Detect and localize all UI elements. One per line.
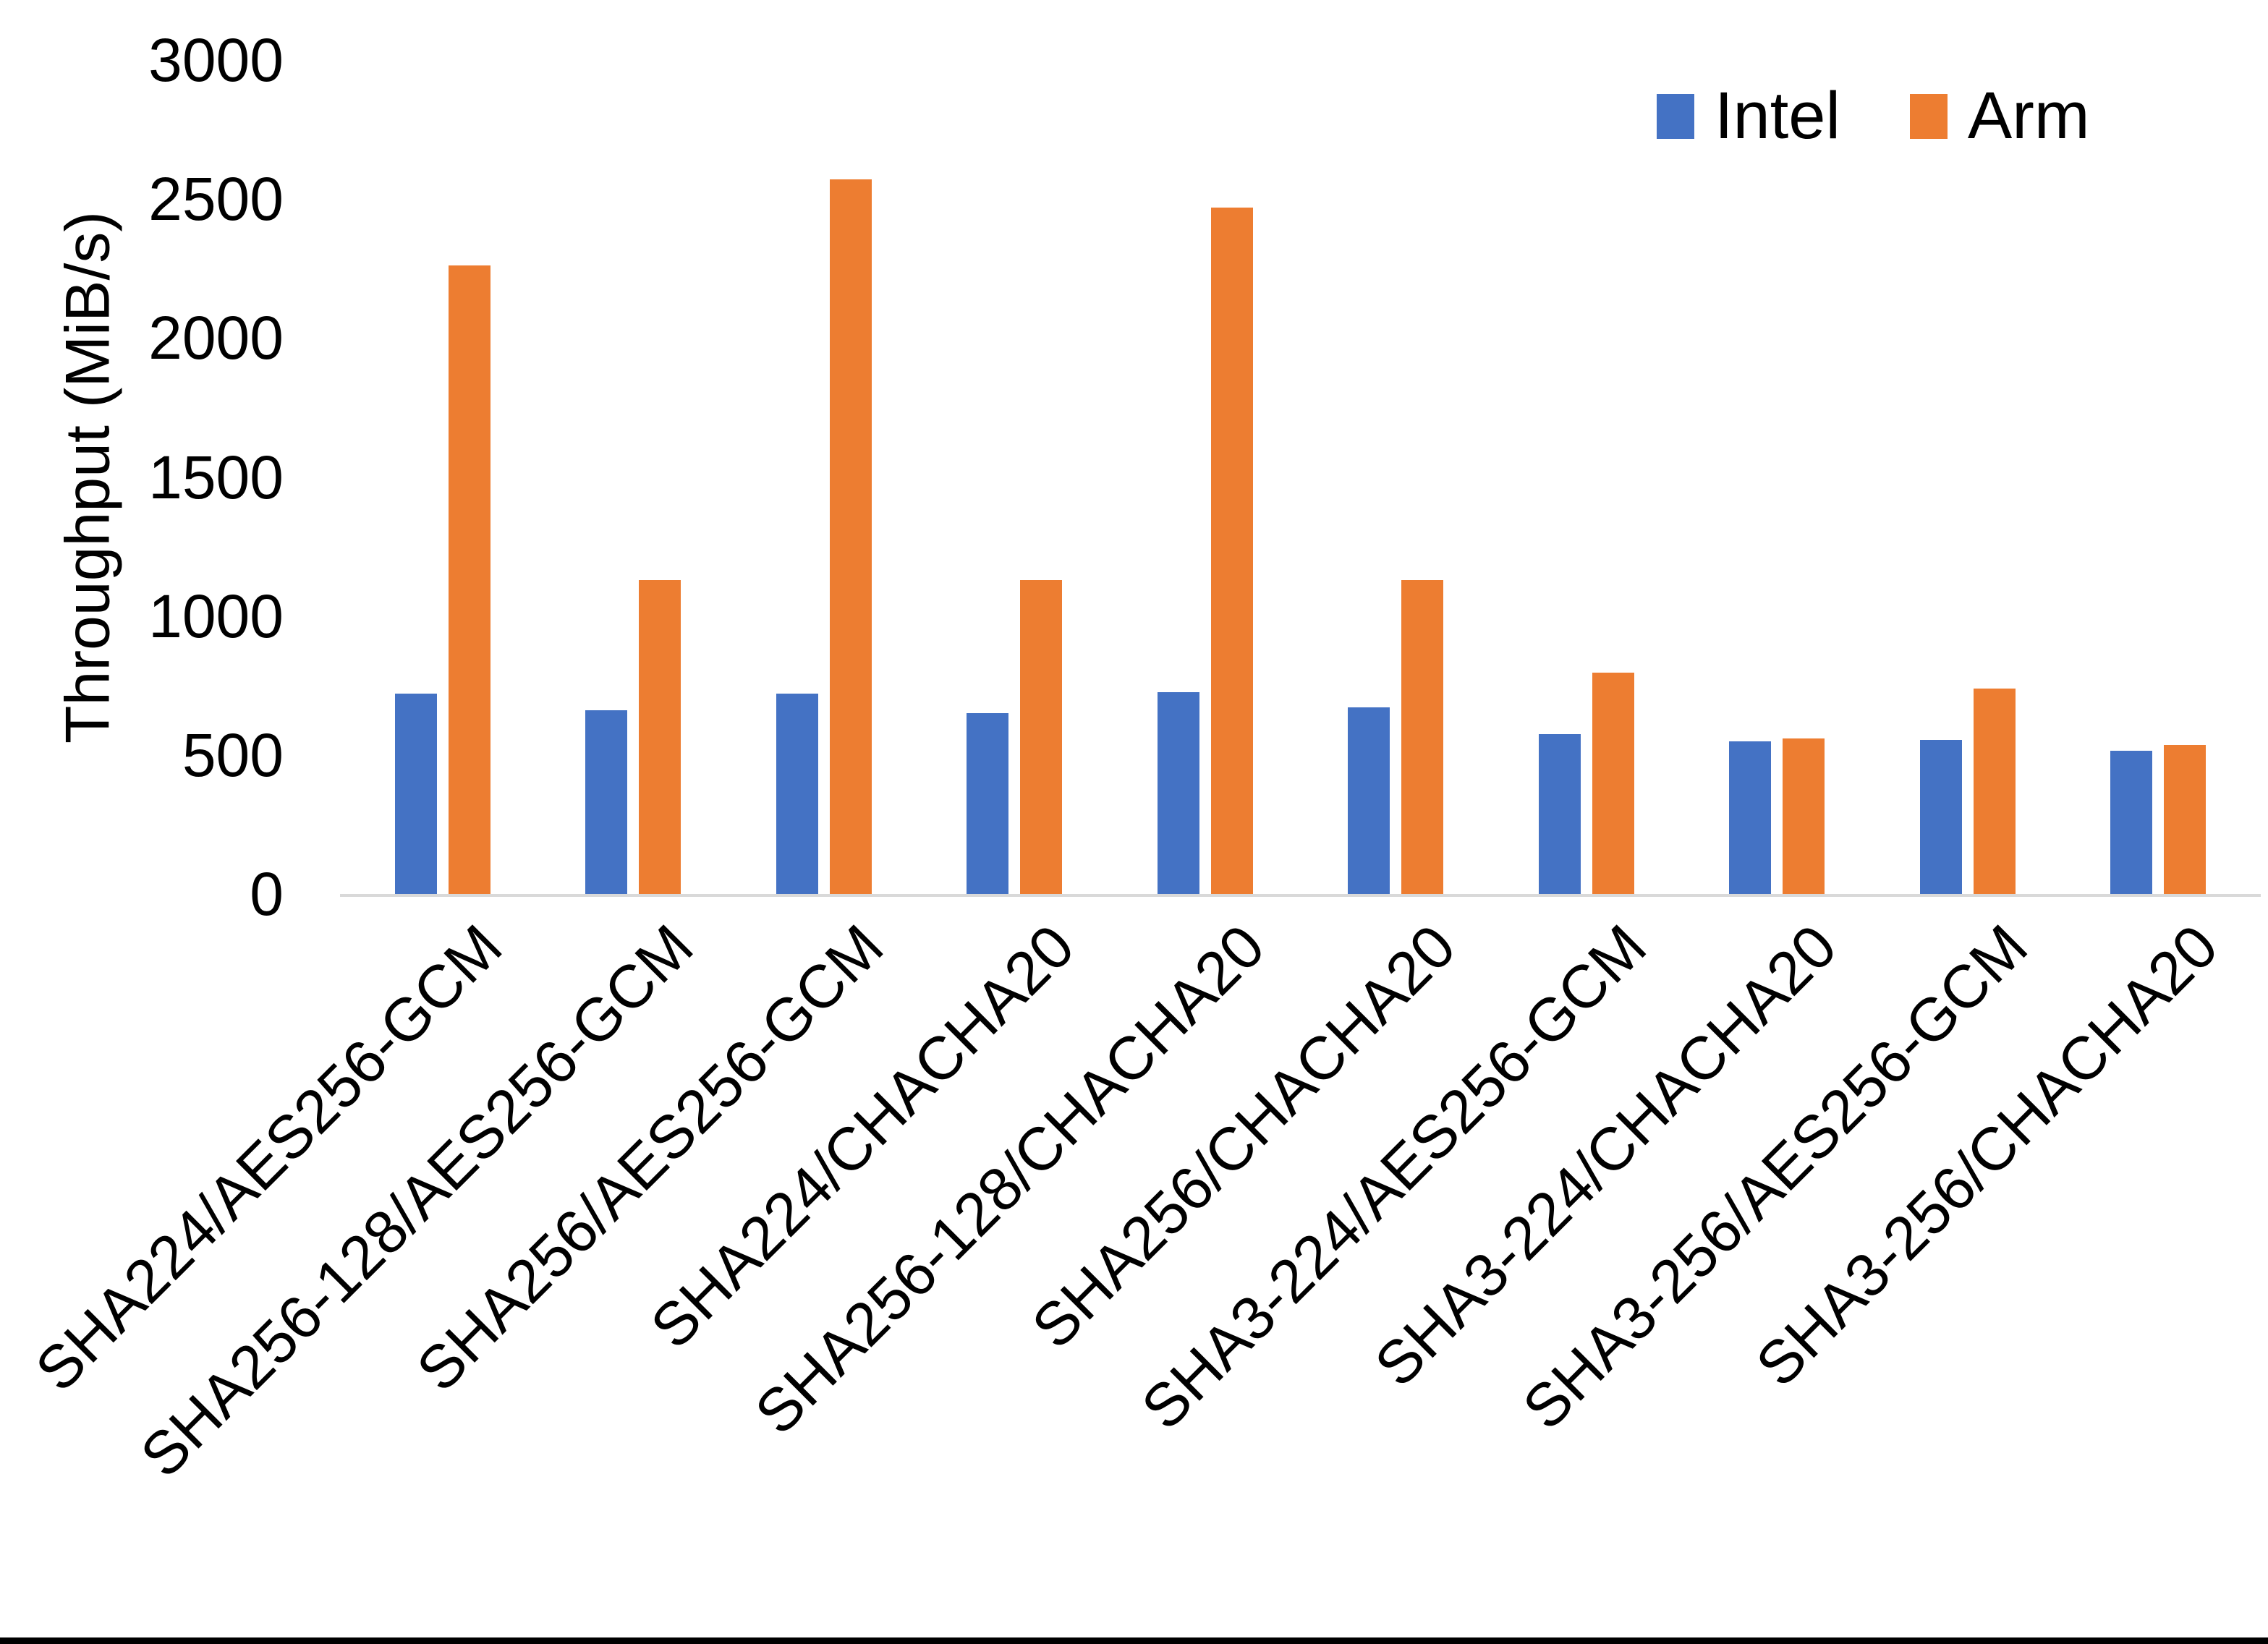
legend-item-intel: Intel xyxy=(1657,78,1840,154)
bottom-border-bar xyxy=(0,1637,2268,1644)
y-tick-label: 2500 xyxy=(148,165,284,234)
bar-intel-3 xyxy=(967,713,1009,894)
y-tick-label: 3000 xyxy=(148,26,284,94)
bar-intel-2 xyxy=(776,694,818,894)
bar-intel-9 xyxy=(2110,751,2153,894)
bar-arm-5 xyxy=(1401,580,1444,894)
legend-item-arm: Arm xyxy=(1909,78,2090,154)
bar-arm-7 xyxy=(1783,738,1825,894)
bar-intel-8 xyxy=(1919,740,1962,894)
bar-arm-6 xyxy=(1592,673,1634,894)
legend-label-arm: Arm xyxy=(1967,79,2090,153)
bar-intel-7 xyxy=(1729,741,1772,894)
bar-arm-9 xyxy=(2164,745,2207,894)
legend-swatch-intel-icon xyxy=(1657,93,1694,139)
bar-arm-4 xyxy=(1210,208,1253,894)
legend-swatch-arm-icon xyxy=(1909,93,1948,139)
bar-arm-0 xyxy=(448,265,490,894)
bar-intel-5 xyxy=(1348,707,1390,894)
bar-arm-8 xyxy=(1973,689,2016,894)
legend: Intel Arm xyxy=(1657,78,2090,154)
bar-intel-0 xyxy=(394,694,437,894)
bar-arm-1 xyxy=(639,580,681,894)
x-axis-line xyxy=(340,894,2261,897)
bar-intel-6 xyxy=(1538,734,1581,894)
y-tick-label: 0 xyxy=(250,860,284,928)
bar-arm-2 xyxy=(829,179,872,894)
bar-arm-3 xyxy=(1020,580,1063,894)
legend-label-intel: Intel xyxy=(1715,79,1840,153)
bar-intel-1 xyxy=(585,710,628,894)
y-tick-label: 2000 xyxy=(148,304,284,372)
y-tick-label: 1000 xyxy=(148,582,284,650)
y-tick-label: 500 xyxy=(182,720,284,789)
bar-intel-4 xyxy=(1157,692,1199,894)
y-tick-label: 1500 xyxy=(148,443,284,511)
